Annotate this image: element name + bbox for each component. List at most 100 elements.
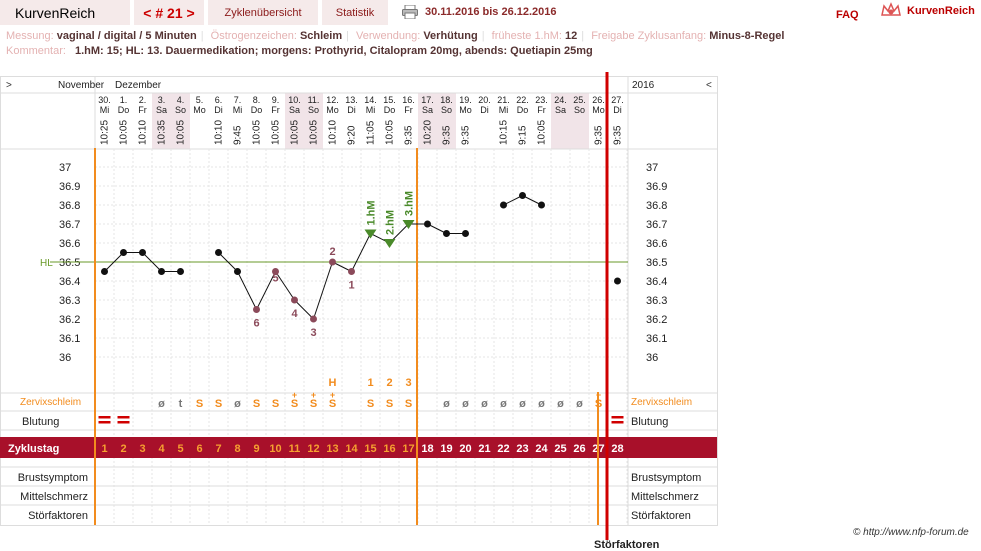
- measure-time: 10:05: [252, 120, 263, 145]
- measure-time: 9:20: [347, 125, 358, 145]
- day-weekday: Fr: [271, 105, 280, 115]
- temperature-point: [538, 201, 545, 209]
- brand-title[interactable]: KurvenReich: [0, 0, 130, 25]
- cervical-mark: ø: [500, 398, 507, 410]
- day-weekday: Mi: [499, 105, 509, 115]
- day-date: 16.: [402, 95, 415, 105]
- day-date: 17.: [421, 95, 434, 105]
- y-tick-left: 36: [59, 352, 71, 364]
- cycle-day-number: 23: [516, 443, 528, 455]
- cervical-label: Zervixschleim: [20, 397, 81, 408]
- day-date: 22.: [516, 95, 529, 105]
- temperature-segment: [503, 195, 523, 206]
- y-tick-right: 36: [646, 352, 658, 364]
- cycle-day-number: 18: [421, 443, 433, 455]
- cycle-day-number: 16: [383, 443, 395, 455]
- cervical-mark: S: [215, 398, 222, 410]
- temperature-segment: [522, 195, 542, 206]
- y-tick-right: 36.8: [646, 200, 667, 212]
- site-logo[interactable]: KurvenReich: [880, 2, 981, 20]
- weekend-shade: [418, 93, 437, 149]
- comment-value: 1.hM: 15; HL: 13. Dauermedikation; morge…: [74, 45, 593, 57]
- cycle-day-number: 17: [402, 443, 414, 455]
- day-date: 2.: [139, 95, 147, 105]
- nav-right-arrow: <: [706, 80, 712, 91]
- month-label-november: November: [58, 80, 105, 91]
- measure-time: 9:15: [518, 125, 529, 145]
- measure-time: 10:10: [138, 120, 149, 145]
- y-tick-left: 36.3: [59, 295, 80, 307]
- day-weekday: Fr: [138, 105, 147, 115]
- cervical-mark: S: [253, 398, 260, 410]
- temperature-segment: [275, 271, 295, 301]
- symptom-label: Mittelschmerz: [20, 491, 88, 503]
- y-tick-left: 36.6: [59, 238, 80, 250]
- measure-time: 10:20: [423, 120, 434, 145]
- high-measure-marker: [364, 229, 377, 239]
- faq-link[interactable]: FAQ: [836, 9, 859, 21]
- y-tick-right: 36.9: [646, 181, 667, 193]
- tab-statistics[interactable]: Statistik: [322, 0, 388, 25]
- day-date: 19.: [459, 95, 472, 105]
- weekend-shade: [304, 93, 323, 149]
- measure-time: 10:05: [385, 120, 396, 145]
- temperature-point: [272, 268, 279, 275]
- weekend-shade: [285, 93, 304, 149]
- cycle-selector[interactable]: < # 21 >: [134, 0, 204, 25]
- cycle-day-number: 20: [459, 443, 471, 455]
- measure-time: 10:35: [157, 120, 168, 145]
- day-weekday: So: [175, 105, 186, 115]
- day-weekday: Do: [517, 105, 529, 115]
- temperature-segment: [104, 252, 124, 272]
- print-icon[interactable]: [402, 5, 418, 19]
- day-weekday: Mo: [193, 105, 206, 115]
- y-tick-left: 36.5: [59, 257, 80, 269]
- cervical-mark: S: [196, 398, 203, 410]
- day-weekday: Fr: [537, 105, 546, 115]
- measurement-value: vaginal / digital / 5 Minuten: [56, 30, 197, 42]
- cycle-day-number: 24: [535, 443, 548, 455]
- y-tick-right: 36.2: [646, 314, 667, 326]
- temperature-point: [462, 230, 469, 237]
- high-measure-label: 3.hM: [404, 191, 416, 216]
- temperature-segment: [313, 261, 333, 320]
- y-tick-left: 36.7: [59, 219, 80, 231]
- cervical-mark: ø: [462, 398, 469, 410]
- day-date: 7.: [234, 95, 242, 105]
- bleeding-label-right: Blutung: [631, 416, 668, 428]
- tab-cycle-overview[interactable]: Zyklenübersicht: [208, 0, 318, 25]
- day-weekday: So: [574, 105, 585, 115]
- day-date: 15.: [383, 95, 396, 105]
- symptom-label: Brustsymptom: [18, 472, 88, 484]
- copyright: © http://www.nfp-forum.de: [853, 527, 969, 538]
- temperature-point: [291, 296, 298, 304]
- day-date: 3.: [158, 95, 166, 105]
- high-measure-marker: [383, 239, 396, 248]
- cervical-mark: ø: [576, 398, 583, 410]
- cervical-mark: ø: [234, 398, 241, 410]
- measurement-info: Messung: vaginal / digital / 5 Minuten | …: [6, 30, 785, 42]
- measure-time: 11:05: [366, 120, 377, 145]
- weekend-shade: [152, 93, 171, 149]
- cycle-day-number: 28: [611, 443, 623, 455]
- cervical-mark: S: [291, 398, 298, 410]
- release-value: Minus-8-Regel: [709, 30, 785, 42]
- cycle-day-band: [0, 437, 717, 458]
- weekend-shade: [437, 93, 456, 149]
- temperature-point: [443, 230, 450, 237]
- measure-time: 9:35: [613, 125, 624, 145]
- low-measure-number: 6: [253, 318, 259, 330]
- logo-text: KurvenReich: [907, 5, 975, 17]
- temperature-segment: [294, 299, 314, 320]
- high-measure-label: 1.hM: [366, 200, 378, 225]
- measure-time: 10:05: [271, 120, 282, 145]
- cycle-day-number: 22: [497, 443, 509, 455]
- day-date: 30.: [98, 95, 111, 105]
- temperature-point: [234, 268, 241, 275]
- peak-mark: 2: [386, 377, 392, 389]
- day-weekday: So: [308, 105, 319, 115]
- cycle-day-number: 14: [345, 443, 358, 455]
- day-date: 18.: [440, 95, 453, 105]
- temperature-segment: [237, 271, 257, 310]
- cervical-mark: ø: [481, 398, 488, 410]
